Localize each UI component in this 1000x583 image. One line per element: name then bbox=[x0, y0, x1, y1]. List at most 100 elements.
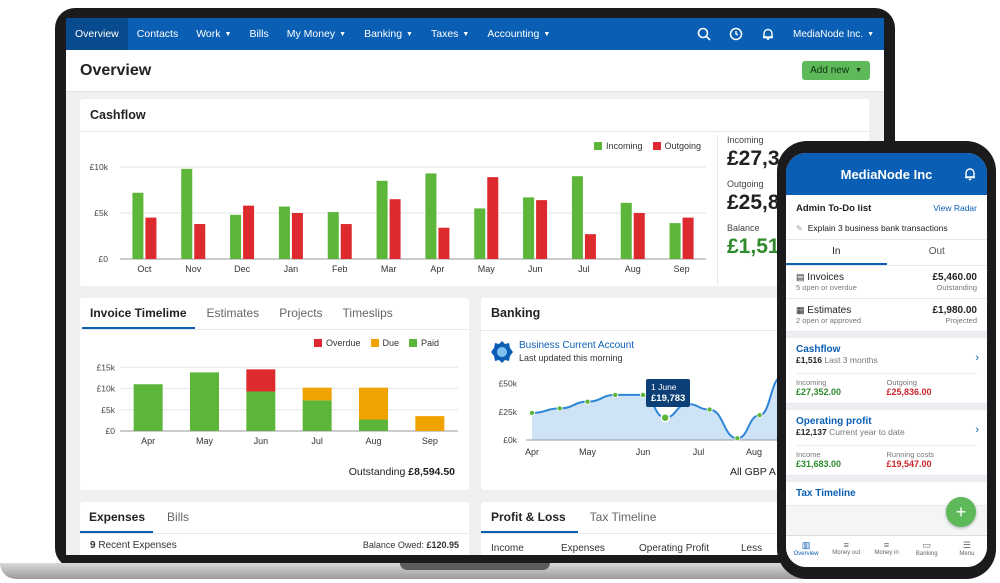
x-tick-label: Dec bbox=[234, 264, 251, 274]
nav-my-money[interactable]: My Money ▼ bbox=[286, 28, 347, 40]
bottom-nav-menu[interactable]: ☰ Menu bbox=[947, 536, 987, 567]
phone-header: MediaNode Inc bbox=[786, 153, 987, 195]
tab-invoice-timeline[interactable]: Invoice Timelime bbox=[82, 298, 195, 329]
timer-icon[interactable] bbox=[729, 27, 743, 41]
bar-paid bbox=[359, 419, 388, 431]
tab-timeslips[interactable]: Timeslips bbox=[342, 306, 393, 320]
phone-tabs: In Out bbox=[786, 240, 987, 266]
bottom-nav-money-in[interactable]: ≡ Money in bbox=[866, 536, 906, 567]
bar-outgoing bbox=[682, 217, 694, 259]
x-tick-label: Aug bbox=[365, 436, 381, 446]
add-new-button[interactable]: Add new ▼ bbox=[802, 61, 870, 80]
page-header: Overview Add new ▼ bbox=[66, 50, 884, 92]
data-point bbox=[584, 398, 591, 405]
estimates-row[interactable]: ▦ Estimates £1,980.00 2 open or approved P… bbox=[786, 299, 987, 332]
x-tick-label: Feb bbox=[332, 264, 348, 274]
nav-overview[interactable]: Overview bbox=[66, 18, 128, 50]
bar-due bbox=[415, 416, 445, 431]
x-tick-label: Apr bbox=[141, 436, 155, 446]
tab-projects[interactable]: Projects bbox=[279, 306, 323, 320]
cashflow-chart: £0 £5k £10k Oct Nov Dec Jan Feb Mar Apr May Jun Jul A… bbox=[90, 162, 706, 274]
tab-out[interactable]: Out bbox=[928, 246, 945, 257]
nav-contacts[interactable]: Contacts bbox=[136, 28, 179, 40]
bar-incoming bbox=[278, 206, 290, 259]
bar-incoming bbox=[425, 173, 437, 259]
y-tick-label: £0k bbox=[503, 435, 517, 445]
x-tick-label: Jul bbox=[578, 264, 590, 274]
x-tick-label: Jan bbox=[284, 264, 299, 274]
bank-updated: Last updated this morning bbox=[519, 353, 623, 363]
pl-tabs: Profit & Loss Tax Timeline bbox=[481, 502, 869, 534]
legend-due: Due bbox=[370, 338, 399, 348]
balance-label: Balance bbox=[727, 223, 760, 233]
legend-incoming: Incoming bbox=[594, 141, 643, 151]
tab-tax-timeline[interactable]: Tax Timeline bbox=[589, 510, 657, 524]
x-tick-label: Aug bbox=[625, 264, 641, 274]
bar-outgoing bbox=[291, 213, 303, 259]
laptop-notch bbox=[400, 563, 550, 570]
chevron-down-icon: ▼ bbox=[224, 30, 232, 38]
company-switcher[interactable]: MediaNode Inc. ▼ bbox=[793, 28, 874, 40]
tab-profit-loss[interactable]: Profit & Loss bbox=[481, 502, 578, 533]
fab-add-button[interactable]: + bbox=[946, 497, 976, 527]
bottom-nav-money-out[interactable]: ≡ Money out bbox=[826, 536, 866, 567]
incoming-label: Incoming bbox=[727, 135, 764, 145]
bar-incoming bbox=[230, 214, 242, 259]
bell-icon[interactable] bbox=[963, 166, 977, 181]
chart-icon: ▥ bbox=[801, 540, 811, 550]
bar-overdue bbox=[246, 369, 276, 392]
page-title: Overview bbox=[80, 61, 152, 79]
y-tick-label: £25k bbox=[499, 407, 518, 417]
data-point bbox=[660, 412, 670, 423]
chevron-down-icon: ▼ bbox=[339, 30, 347, 38]
bank-account-name[interactable]: Business Current Account bbox=[519, 340, 635, 351]
data-point bbox=[706, 406, 713, 413]
nav-banking[interactable]: Banking ▼ bbox=[364, 28, 413, 40]
bar-outgoing bbox=[438, 227, 450, 259]
bar-incoming bbox=[132, 192, 144, 259]
pl-columns: Income Expenses Operating Profit Less bbox=[491, 543, 762, 554]
x-tick-label: Oct bbox=[137, 264, 152, 274]
pl-col-income: Income bbox=[491, 543, 524, 554]
search-icon[interactable] bbox=[697, 27, 711, 41]
chevron-down-icon: ▼ bbox=[855, 67, 862, 74]
chevron-down-icon: ▼ bbox=[462, 30, 470, 38]
banking-title: Banking bbox=[491, 306, 541, 320]
bar-incoming bbox=[571, 176, 583, 259]
todo-section: Admin To-Do list View Radar ✎ Explain 3 … bbox=[786, 195, 987, 240]
nav-work[interactable]: Work ▼ bbox=[196, 28, 232, 40]
bottom-nav-banking[interactable]: ▭ Banking bbox=[907, 536, 947, 567]
invoices-row[interactable]: ▤ Invoices £5,460.00 5 open or overdue Out… bbox=[786, 266, 987, 299]
x-tick-label: Jun bbox=[636, 447, 651, 457]
tab-estimates[interactable]: Estimates bbox=[206, 306, 260, 320]
bar-outgoing bbox=[194, 224, 206, 259]
bottom-nav-overview[interactable]: ▥ Overview bbox=[786, 536, 826, 567]
phone-cashflow[interactable]: Cashflow £1,516 Last 3 months › Incoming… bbox=[786, 338, 987, 404]
balance-value: £1,51 bbox=[727, 235, 780, 258]
todo-item[interactable]: ✎ Explain 3 business bank transactions bbox=[796, 223, 948, 233]
tab-expenses[interactable]: Expenses bbox=[80, 502, 154, 533]
bank-icon: ▭ bbox=[922, 540, 931, 550]
data-point bbox=[529, 409, 536, 416]
bar-paid bbox=[246, 391, 276, 431]
chevron-down-icon: ▼ bbox=[406, 30, 413, 38]
tooltip-value: £19,783 bbox=[651, 393, 686, 404]
bar-outgoing bbox=[536, 200, 548, 259]
chevron-right-icon: › bbox=[975, 424, 979, 436]
nav-accounting[interactable]: Accounting ▼ bbox=[487, 28, 551, 40]
bell-icon[interactable] bbox=[761, 27, 775, 41]
outstanding-total: Outstanding £8,594.50 bbox=[348, 466, 455, 478]
balance-owed: Balance Owed: £120.95 bbox=[362, 540, 459, 550]
bar-outgoing bbox=[243, 205, 255, 259]
phone-operating-profit[interactable]: Operating profit £12,137 Current year to… bbox=[786, 410, 987, 476]
view-radar-link[interactable]: View Radar bbox=[933, 203, 977, 213]
tab-bills[interactable]: Bills bbox=[167, 510, 190, 524]
bank-badge-icon bbox=[491, 341, 513, 363]
nav-taxes[interactable]: Taxes ▼ bbox=[430, 28, 470, 40]
tab-in[interactable]: In bbox=[786, 240, 887, 265]
menu-icon: ☰ bbox=[962, 540, 971, 550]
cashflow-summary: Incoming £27,3 Outgoing £25,8 Balance £1… bbox=[717, 135, 877, 285]
nav-bills[interactable]: Bills bbox=[249, 28, 269, 40]
bar-incoming bbox=[327, 212, 339, 259]
bar-incoming bbox=[181, 168, 193, 259]
